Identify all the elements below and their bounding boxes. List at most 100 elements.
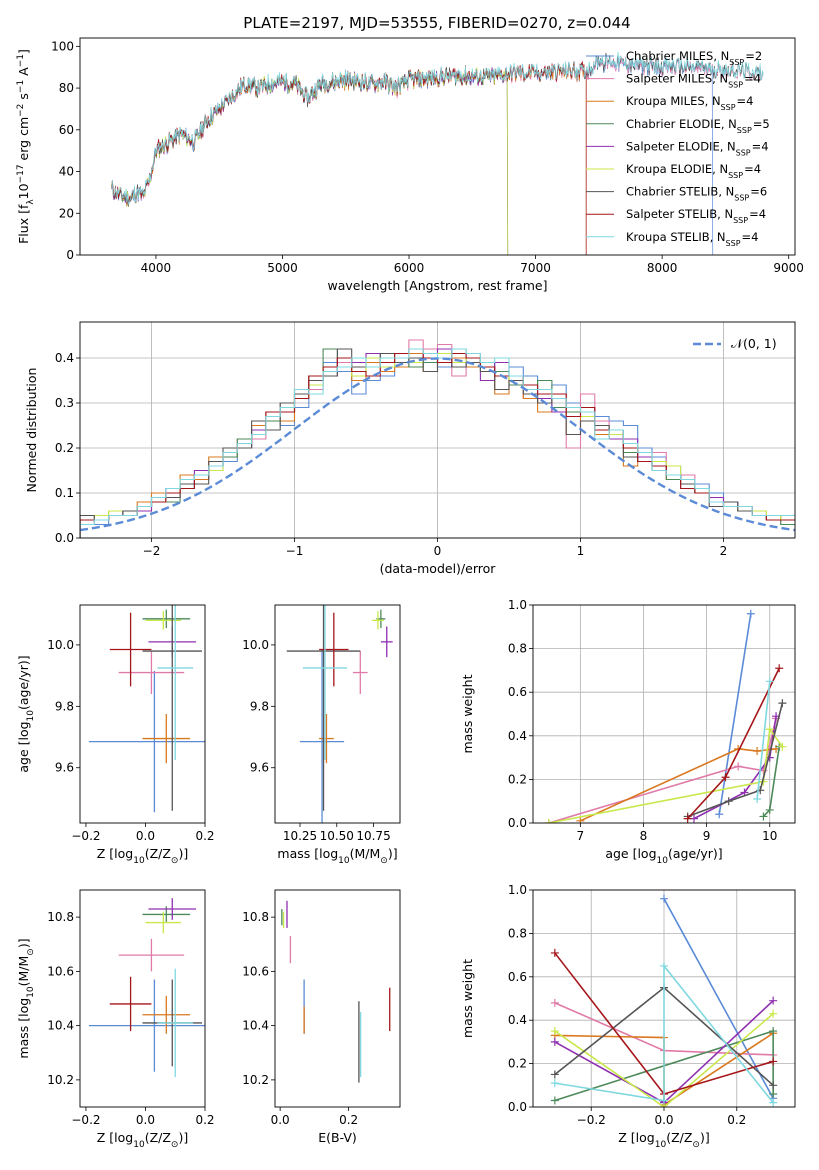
series-marker (683, 814, 692, 823)
y-tick-label: 0.4 (508, 1013, 527, 1027)
axes-frame (79, 889, 206, 1108)
errorbar-point (300, 649, 345, 823)
label-fragment: age [log (605, 846, 656, 861)
label-fragment: 10 (26, 710, 36, 722)
x-tick-label: 10.25 (283, 829, 317, 843)
errorbar-point (142, 995, 191, 1034)
errorbar-point (157, 605, 194, 761)
x-tick-label: 0.2 (195, 1113, 214, 1127)
series-marker (715, 810, 724, 819)
y-tick-label: 9.6 (55, 761, 74, 775)
axes-age-vs-mass: 10.25 10.50 10.75 9.6 9.8 10.0 mass [log10(M/M… (242, 604, 401, 866)
x-axis-label: (data-model)/error (380, 561, 497, 576)
y-tick-label: 0.1 (55, 486, 74, 500)
plot-area (281, 900, 391, 1083)
x-tick-label: 0.2 (727, 1113, 746, 1127)
label-fragment: ⊙ (171, 1140, 179, 1150)
label-fragment: Z [log (97, 846, 133, 861)
x-tick-label: 4000 (141, 261, 172, 275)
series-marker (550, 998, 559, 1007)
y-axis-label: age [log10(age/yr)] (16, 655, 36, 772)
series-line (548, 718, 777, 823)
x-axis-label: age [log10(age/yr)] (605, 846, 722, 866)
y-tick-label: 100 (51, 39, 74, 53)
series-line (718, 613, 752, 815)
label-fragment: (Z/Z (666, 1130, 692, 1145)
label-fragment: ⊙ (26, 948, 36, 956)
y-tick-label: 10.0 (242, 638, 269, 652)
y-axis-label: mass weight (460, 959, 475, 1038)
x-tick-label: −1 (286, 544, 304, 558)
axes-age-vs-Z: −0.2 0.0 0.29.69.810.0Z [log10(Z/Z⊙)]age [… (16, 604, 215, 866)
series-marker (769, 1009, 778, 1018)
axes-weight-vs-Z: −0.2 0.0 0.2 0.0 0.2 0.4 0.6 0.8 1.0 Z [log10(Z/Z… (460, 883, 796, 1150)
x-axis-label: mass [log10(M/M⊙)] (277, 846, 397, 866)
y-tick-label: 80 (59, 81, 74, 95)
errorbar-point (148, 898, 197, 920)
label-fragment: (M/M (350, 846, 381, 861)
series-marker (724, 797, 733, 806)
label-fragment: (age/yr)] (16, 655, 31, 710)
y-tick-label: 0.6 (508, 970, 527, 984)
series-marker (721, 773, 730, 782)
y-tick-label: 0.4 (508, 729, 527, 743)
legend-entry: Kroupa ELODIE, NSSP=4 (626, 162, 761, 180)
x-tick-label: 2 (720, 544, 728, 558)
y-tick-label: 0.2 (508, 1057, 527, 1071)
series-marker (765, 805, 774, 814)
y-axis-label: Normed distribution (24, 368, 39, 493)
series-marker (753, 747, 762, 756)
series-marker (660, 894, 668, 903)
legend-entry: Salpeter MILES, NSSP=4 (626, 72, 761, 90)
label-fragment: erg cm (16, 117, 31, 165)
y-tick-label: 0.4 (55, 351, 74, 365)
x-tick-label: 8 (640, 829, 648, 843)
series-line (554, 1013, 774, 1107)
axes-frame (274, 604, 401, 824)
x-axis-label: E(B-V) (318, 1130, 357, 1145)
errorbar-point (142, 605, 203, 811)
series-marker (769, 1081, 778, 1090)
x-tick-label: −0.2 (71, 829, 100, 843)
label-fragment: age [log (16, 721, 31, 772)
series-line (548, 727, 784, 823)
label-fragment: 10 (655, 1140, 667, 1150)
label-fragment: )] (700, 1130, 710, 1145)
errorbar-point (302, 605, 348, 761)
label-fragment: 10 (133, 856, 145, 866)
series-marker (660, 961, 668, 970)
series-marker (778, 742, 787, 751)
label-fragment: (Z/Z (145, 1130, 171, 1145)
errorbar-point (142, 714, 191, 764)
x-tick-label: 1 (577, 544, 585, 558)
label-fragment: ⊙ (692, 1140, 700, 1150)
axes-frame (274, 889, 401, 1108)
y-tick-label: 20 (59, 206, 74, 220)
errorbar-point (88, 671, 205, 813)
legend-entry: Kroupa STELIB, NSSP=4 (626, 230, 758, 248)
label-fragment: ] (16, 49, 31, 54)
legend-entry: Salpeter ELODIE, NSSP=4 (626, 139, 769, 157)
x-axis-label: Z [log10(Z/Z⊙)] (97, 1130, 188, 1150)
y-tick-label: 9.6 (250, 761, 269, 775)
x-tick-label: 10.50 (320, 829, 354, 843)
label-fragment: ⊙ (380, 856, 388, 866)
x-tick-label: 6000 (394, 261, 425, 275)
x-axis-label: Z [log10(Z/Z⊙)] (618, 1130, 709, 1150)
y-tick-label: 0.8 (508, 642, 527, 656)
series-marker (550, 1037, 559, 1046)
errorbar-point (142, 609, 191, 629)
series-marker (759, 812, 768, 821)
x-tick-label: 0.0 (136, 829, 155, 843)
y-axis-label: mass [log10(M/M⊙)] (16, 938, 36, 1058)
y-tick-label: 0.2 (55, 441, 74, 455)
y-tick-label: 60 (59, 123, 74, 137)
y-axis-label: mass weight (460, 674, 475, 753)
label-fragment: Z [log (97, 1130, 133, 1145)
normal-curve (80, 357, 795, 532)
errorbar-point (88, 979, 205, 1072)
label-fragment: )] (178, 1130, 188, 1145)
series-marker (765, 677, 774, 686)
errorbar-point (118, 651, 185, 695)
